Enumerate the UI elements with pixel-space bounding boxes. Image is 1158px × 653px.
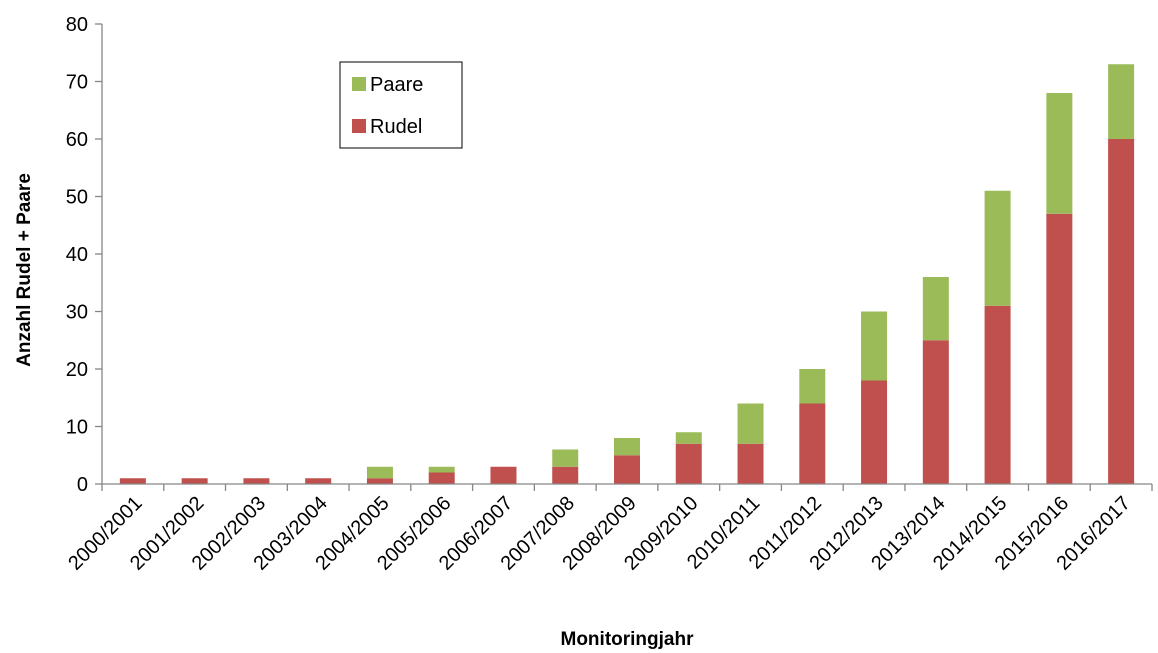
bar-segment bbox=[737, 443, 764, 484]
bar-segment bbox=[861, 311, 888, 381]
bar-segment bbox=[984, 190, 1011, 306]
bar-segment bbox=[243, 478, 270, 484]
y-tick-label: 80 bbox=[66, 14, 88, 36]
bar-segment bbox=[119, 478, 146, 484]
y-tick-label: 50 bbox=[66, 187, 88, 209]
legend-swatch bbox=[352, 119, 366, 133]
bar-segment bbox=[366, 478, 393, 484]
bar-segment bbox=[922, 277, 949, 341]
bar-segment bbox=[861, 380, 888, 484]
legend-label: Paare bbox=[370, 74, 423, 96]
bar-segment bbox=[1108, 64, 1135, 139]
bar-segment bbox=[799, 369, 826, 404]
bar-segment bbox=[675, 443, 702, 484]
legend-label: Rudel bbox=[370, 116, 422, 138]
bar-segment bbox=[428, 466, 455, 473]
y-tick-label: 70 bbox=[66, 72, 88, 94]
bar-segment bbox=[984, 305, 1011, 484]
legend-box bbox=[339, 61, 463, 149]
bar-segment bbox=[614, 455, 640, 484]
bar-segment bbox=[614, 438, 640, 456]
x-axis-title: Monitoringjahr bbox=[561, 629, 695, 650]
y-tick-label: 20 bbox=[66, 359, 88, 381]
bar-segment bbox=[922, 340, 949, 484]
y-tick-label: 60 bbox=[66, 129, 88, 151]
legend-swatch bbox=[352, 77, 366, 91]
bar-segment bbox=[181, 478, 208, 484]
y-axis-title: Anzahl Rudel + Paare bbox=[14, 173, 35, 367]
bar-segment bbox=[799, 403, 826, 484]
bar-segment bbox=[1108, 139, 1135, 484]
bar-segment bbox=[737, 403, 764, 444]
bar-segment bbox=[428, 472, 455, 484]
y-tick-label: 10 bbox=[66, 417, 88, 439]
bar-segment bbox=[305, 478, 332, 484]
bar-segment bbox=[1046, 213, 1073, 484]
bar-segment bbox=[1046, 93, 1073, 214]
y-tick-label: 0 bbox=[77, 474, 88, 496]
y-tick-label: 30 bbox=[66, 302, 88, 324]
bar-segment bbox=[366, 466, 393, 479]
bar-segment bbox=[675, 432, 702, 444]
bar-segment bbox=[552, 449, 579, 467]
bar-segment bbox=[490, 466, 517, 484]
y-tick-label: 40 bbox=[66, 244, 88, 266]
bar-segment bbox=[552, 466, 579, 484]
